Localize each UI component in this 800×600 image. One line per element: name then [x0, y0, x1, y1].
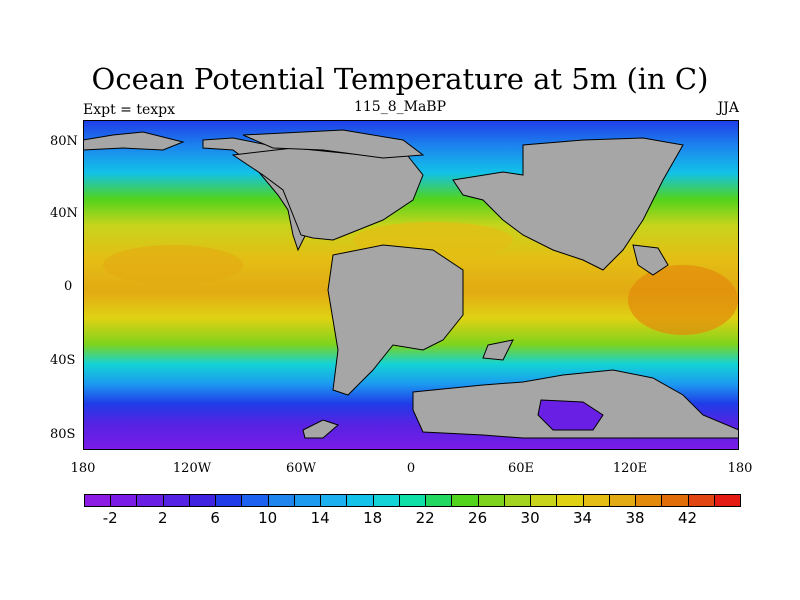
colorbar-segment [582, 494, 610, 507]
map-border [83, 120, 739, 450]
colorbar-segment [110, 494, 138, 507]
age-label: 115_8_MaBP [353, 99, 447, 115]
temperature-map [83, 120, 739, 450]
colorbar-segment [320, 494, 348, 507]
y-tick-80s: 80S [50, 427, 76, 442]
colorbar-segment [425, 494, 453, 507]
colorbar-segment [530, 494, 558, 507]
colorbar-segment [503, 494, 532, 507]
antarctic-cold-basin [537, 399, 604, 431]
colorbar-segment [635, 494, 663, 507]
colorbar-label: 10 [258, 509, 278, 527]
y-tick-40n: 40N [50, 206, 78, 221]
colorbar [84, 494, 741, 507]
colorbar-segment [267, 494, 295, 507]
y-tick-40s: 40S [50, 353, 76, 368]
y-tick-80n: 80N [50, 134, 78, 149]
colorbar-segment [477, 494, 505, 507]
x-tick-60w: 60W [286, 461, 316, 476]
colorbar-segment [451, 494, 479, 507]
colorbar-segment [608, 494, 637, 507]
colorbar-segment [215, 494, 243, 507]
colorbar-label: 42 [677, 509, 698, 527]
colorbar-segment [687, 494, 715, 507]
x-tick-60e: 60E [507, 461, 535, 476]
colorbar-segment [293, 494, 322, 507]
colorbar-segment [136, 494, 164, 507]
colorbar-label: 34 [573, 509, 593, 527]
x-tick-180e: 180 [727, 461, 753, 476]
colorbar-label: -2 [102, 509, 118, 527]
colorbar-label: 18 [363, 509, 383, 527]
arctic-land [83, 131, 185, 151]
colorbar-label: 6 [210, 509, 220, 527]
colorbar-segment [661, 494, 689, 507]
colorbar-segment [84, 494, 112, 507]
colorbar-segment [346, 494, 374, 507]
colorbar-segment [241, 494, 269, 507]
colorbar-label: 38 [625, 509, 645, 527]
warm-pool-east-pacific [103, 245, 243, 285]
colorbar-segment [713, 494, 741, 507]
patagonia-land [302, 419, 339, 439]
plot-title: Ocean Potential Temperature at 5m (in C) [91, 62, 709, 96]
colorbar-label: 30 [520, 509, 540, 527]
colorbar-label: 26 [468, 509, 488, 527]
colorbar-segment [398, 494, 427, 507]
experiment-label: Expt = texpx [83, 102, 175, 118]
colorbar-segment [188, 494, 217, 507]
india-land [482, 339, 514, 361]
southeast-asia-land [632, 244, 669, 276]
greenland-land [242, 129, 425, 159]
y-tick-0: 0 [64, 279, 73, 294]
x-tick-120e: 120E [612, 461, 648, 476]
colorbar-segment [372, 494, 400, 507]
colorbar-label: 22 [415, 509, 435, 527]
eurasia-land [452, 137, 684, 271]
x-tick-180w: 180 [70, 461, 96, 476]
x-tick-0: 0 [406, 461, 416, 476]
south-america-africa-land [327, 244, 464, 396]
season-label: JJA [717, 100, 739, 116]
colorbar-label: 14 [310, 509, 330, 527]
colorbar-label: 2 [157, 509, 168, 527]
colorbar-segment [162, 494, 190, 507]
x-tick-120w: 120W [172, 461, 212, 476]
colorbar-segment [556, 494, 584, 507]
warm-pool-west-pacific [628, 265, 738, 335]
